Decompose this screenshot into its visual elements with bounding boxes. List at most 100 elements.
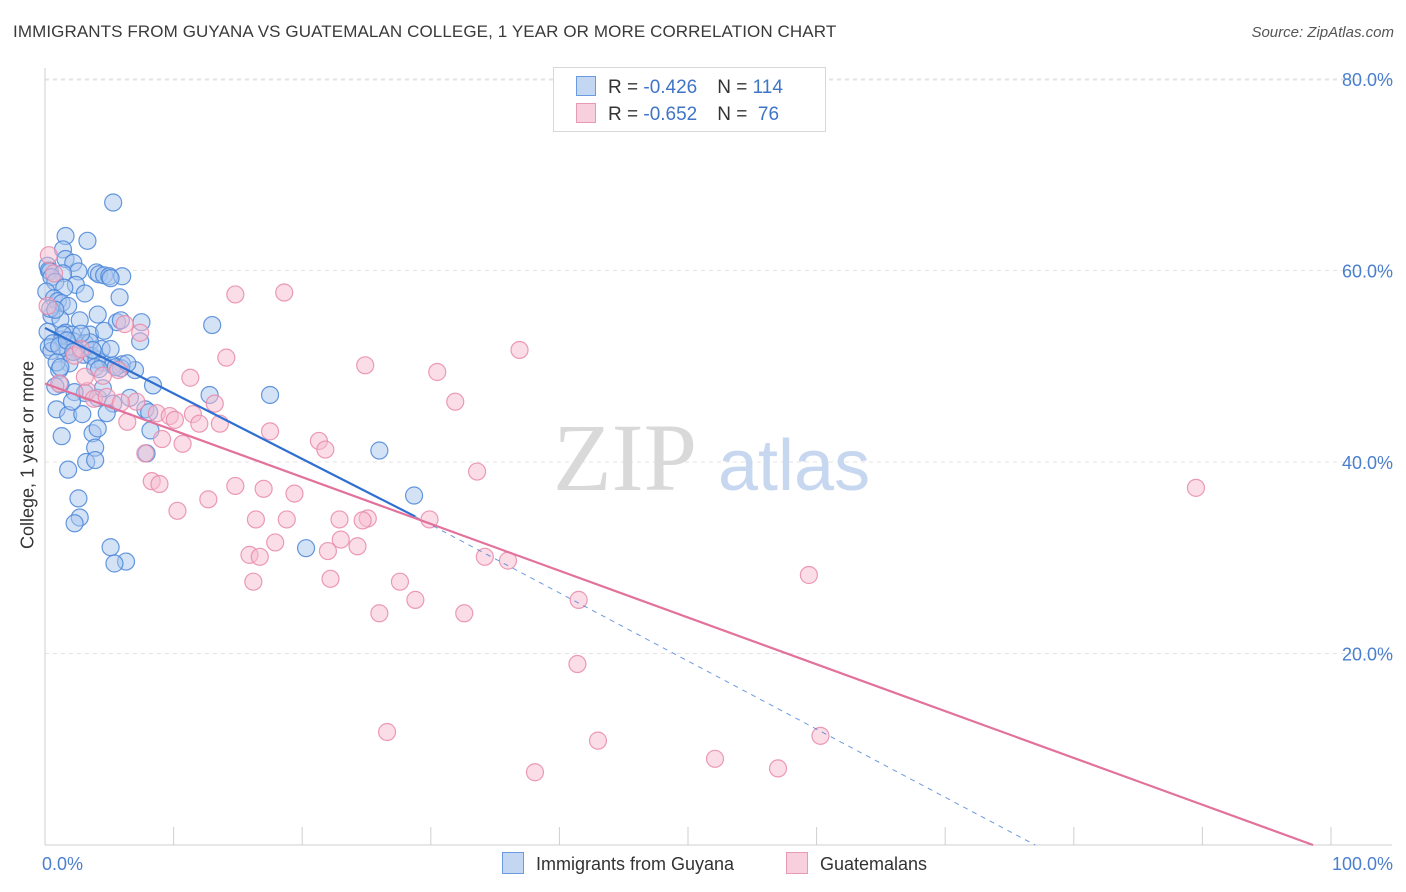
point-guyana (78, 231, 97, 250)
point-guatemalans (131, 323, 150, 342)
points (37, 193, 1206, 782)
point-guatemalans (246, 510, 266, 529)
legend-row-guatemalans: R = -0.652 N = 76 (576, 103, 779, 126)
point-guatemalans (217, 348, 236, 367)
point-guatemalans (244, 572, 263, 591)
tick-labels: 20.0% 40.0% 60.0% 80.0% 0.0% 100.0% (42, 70, 1393, 874)
point-guatemalans (455, 604, 474, 623)
point-guatemalans (173, 434, 192, 453)
point-guatemalans (353, 511, 372, 530)
series-label-guyana: Immigrants from Guyana (536, 854, 735, 874)
x-tick-label: 100.0% (1332, 854, 1393, 874)
stats-legend: R = -0.426 N = 114 R = -0.652 N = 76 (553, 67, 826, 132)
legend-n-value: 114 (752, 77, 783, 98)
legend-n-label: N = (717, 77, 753, 98)
y-tick-label: 80.0% (1342, 70, 1393, 90)
point-guyana (404, 486, 424, 505)
point-guyana (296, 539, 316, 558)
point-guyana (110, 288, 129, 307)
point-guatemalans (254, 479, 273, 498)
point-guatemalans (568, 654, 587, 674)
point-guatemalans (318, 541, 338, 561)
point-guyana (101, 538, 120, 557)
point-guatemalans (260, 422, 280, 441)
watermark-atlas: atlas (718, 426, 870, 506)
legend-r-label: R = (608, 77, 644, 98)
point-guyana (88, 419, 107, 438)
point-guatemalans (136, 444, 155, 463)
point-guatemalans (428, 362, 447, 382)
point-guyana (203, 315, 222, 335)
point-guatemalans (38, 296, 57, 316)
point-guyana (370, 441, 389, 460)
point-guatemalans (277, 510, 296, 529)
point-guatemalans (525, 763, 545, 782)
point-guyana (65, 514, 84, 533)
point-guatemalans (475, 547, 494, 566)
watermark-zip: ZIP (553, 404, 697, 511)
point-guatemalans (205, 394, 224, 413)
point-guyana (52, 427, 71, 446)
trend-lines (44, 326, 1314, 847)
point-guatemalans (115, 315, 134, 334)
point-guatemalans (406, 590, 425, 609)
point-guatemalans (150, 474, 169, 494)
legend-n-label: N = (717, 104, 753, 125)
point-guyana (51, 358, 70, 377)
point-guyana (59, 460, 78, 479)
watermark: ZIP atlas (553, 404, 870, 511)
trend-line-guyana (44, 326, 416, 518)
point-guatemalans (330, 510, 349, 529)
series-swatch-guatemalans (786, 852, 808, 874)
point-guatemalans (165, 410, 184, 429)
point-guatemalans (370, 604, 389, 623)
point-guatemalans (39, 246, 58, 265)
axes (44, 68, 1392, 846)
point-guyana (86, 450, 105, 470)
legend-n-value: 76 (752, 104, 780, 125)
point-guatemalans (569, 590, 588, 609)
point-guatemalans (588, 731, 608, 750)
point-guatemalans (811, 726, 830, 745)
point-guatemalans (285, 484, 304, 503)
point-guatemalans (799, 565, 818, 585)
point-guyana (101, 269, 120, 288)
trend-line-guatemalans (44, 382, 1314, 847)
point-guatemalans (199, 490, 218, 509)
point-guatemalans (467, 462, 487, 481)
point-guyana (69, 489, 88, 508)
legend-r-label: R = (608, 104, 644, 125)
point-guyana (101, 339, 120, 359)
point-guatemalans (93, 366, 112, 385)
point-guatemalans (446, 392, 465, 411)
point-guatemalans (75, 367, 94, 386)
point-guatemalans (356, 356, 375, 375)
legend-row-guyana: R = -0.426 N = 114 (576, 76, 783, 99)
point-guatemalans (266, 533, 285, 552)
y-tick-label: 40.0% (1342, 453, 1393, 473)
chart-title: IMMIGRANTS FROM GUYANA VS GUATEMALAN COL… (13, 22, 837, 41)
point-guatemalans (168, 501, 187, 520)
series-legend-guatemalans: Guatemalans (786, 852, 927, 875)
point-guatemalans (377, 722, 397, 742)
point-guatemalans (321, 569, 340, 588)
point-guyana (73, 405, 92, 424)
point-guyana (105, 554, 124, 573)
grid (45, 78, 1392, 654)
point-guyana (104, 193, 123, 212)
series-legend-guyana: Immigrants from Guyana (502, 852, 734, 875)
point-guatemalans (44, 264, 64, 283)
point-guatemalans (190, 414, 209, 433)
point-guatemalans (348, 537, 367, 556)
y-tick-label: 60.0% (1342, 262, 1393, 282)
point-guatemalans (226, 476, 245, 496)
series-legend: Immigrants from Guyana Guatemalans (0, 852, 1406, 878)
point-guatemalans (275, 283, 294, 302)
point-guatemalans (152, 429, 172, 449)
point-guyana (75, 284, 94, 303)
point-guatemalans (510, 340, 529, 360)
point-guatemalans (1186, 478, 1206, 497)
point-guatemalans (390, 572, 410, 591)
point-guatemalans (127, 392, 146, 411)
